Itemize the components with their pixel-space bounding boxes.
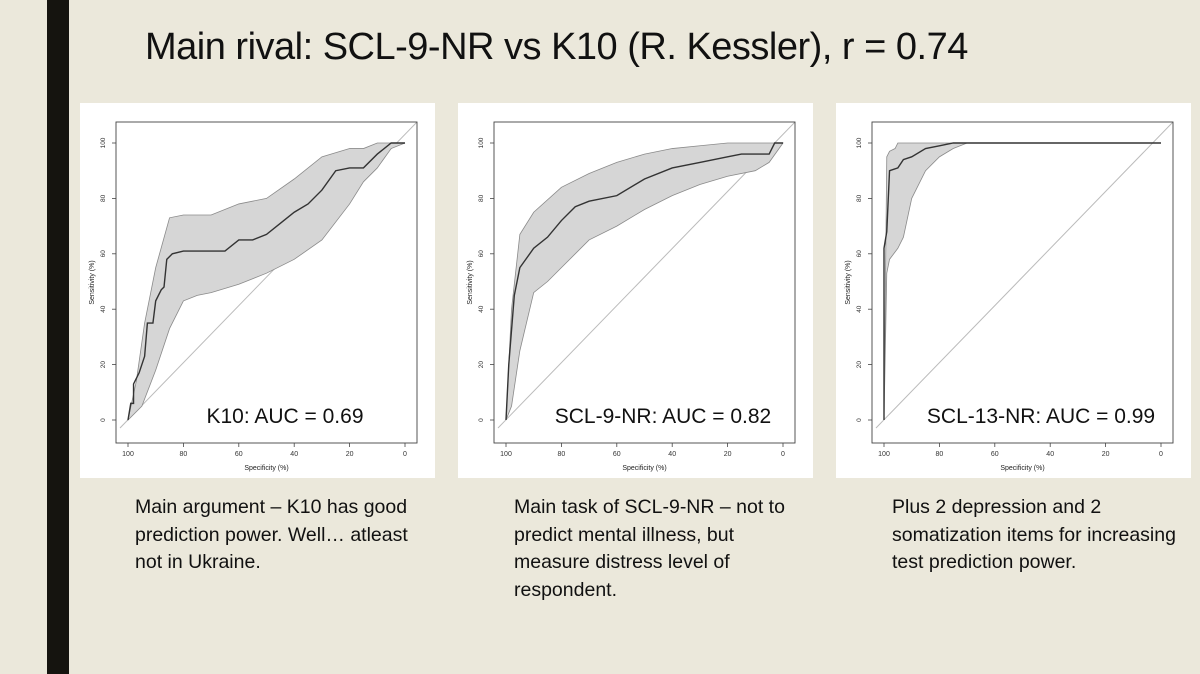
y-tick-label: 80 <box>100 194 107 202</box>
x-tick-label: 40 <box>290 451 298 458</box>
y-tick-label: 100 <box>100 137 107 148</box>
roc-curve-line <box>127 142 405 421</box>
y-axis-label: Sensitivity (%) <box>845 260 852 304</box>
caption-k10: Main argument – K10 has good prediction … <box>135 496 408 573</box>
roc-panel-scl9: 100 80 60 40 20 0 0 20 40 60 80 100 Specificity (%) S… <box>458 103 813 478</box>
chance-diagonal-line <box>875 122 1173 429</box>
x-axis-label: Specificity (%) <box>1000 465 1044 472</box>
x-tick-label: 40 <box>668 451 676 458</box>
plot-frame <box>871 121 1174 444</box>
caption-scl13: Plus 2 depression and 2 somatization ite… <box>892 496 1176 573</box>
auc-label: K10: AUC = 0.69 <box>206 405 363 428</box>
x-tick-label: 0 <box>1159 451 1163 458</box>
y-tick-label: 20 <box>856 361 863 369</box>
ci-band <box>883 142 1161 421</box>
ci-band <box>505 142 784 421</box>
roc-panel-k10: 100 80 60 40 20 0 0 20 40 60 80 100 Specificity (%) S… <box>80 103 435 478</box>
auc-label: SCL-9-NR: AUC = 0.82 <box>555 405 772 428</box>
roc-curve-line <box>883 142 1161 420</box>
y-tick-label: 20 <box>100 361 107 369</box>
x-axis-label: Specificity (%) <box>244 465 288 472</box>
x-tick-label: 60 <box>235 451 243 458</box>
auc-label: SCL-13-NR: AUC = 0.99 <box>927 405 1155 428</box>
x-tick-label: 80 <box>180 451 188 458</box>
x-tick-label: 100 <box>122 451 134 458</box>
x-axis-label: Specificity (%) <box>622 465 666 472</box>
y-tick-label: 80 <box>478 194 485 202</box>
y-tick-label: 0 <box>100 418 107 422</box>
y-tick-label: 0 <box>478 418 485 422</box>
x-tick-label: 0 <box>403 451 407 458</box>
y-tick-label: 40 <box>478 305 485 313</box>
x-tick-label: 60 <box>991 451 999 458</box>
x-tick-label: 0 <box>781 451 785 458</box>
y-tick-label: 60 <box>478 250 485 258</box>
left-accent-bar <box>47 0 69 674</box>
y-tick-label: 40 <box>856 305 863 313</box>
y-tick-label: 40 <box>100 305 107 313</box>
x-tick-label: 100 <box>878 451 890 458</box>
roc-chart-scl13: 100 80 60 40 20 0 0 20 40 60 80 100 Specificity (%) S… <box>845 121 1174 472</box>
roc-chart-scl9: 100 80 60 40 20 0 0 20 40 60 80 100 Specificity (%) S… <box>467 121 796 472</box>
x-tick-label: 20 <box>724 451 732 458</box>
y-tick-label: 60 <box>856 250 863 258</box>
y-axis-label: Sensitivity (%) <box>89 260 96 304</box>
roc-panel-scl13: 100 80 60 40 20 0 0 20 40 60 80 100 Specificity (%) S… <box>836 103 1191 478</box>
roc-chart-k10: 100 80 60 40 20 0 0 20 40 60 80 100 Specificity (%) S… <box>89 121 418 472</box>
y-tick-label: 100 <box>856 137 863 148</box>
x-tick-label: 80 <box>558 451 566 458</box>
plot-frame <box>115 121 418 444</box>
y-tick-label: 100 <box>478 137 485 148</box>
x-tick-label: 80 <box>936 451 944 458</box>
x-tick-label: 100 <box>500 451 512 458</box>
x-tick-label: 60 <box>613 451 621 458</box>
x-tick-label: 20 <box>1102 451 1110 458</box>
y-tick-label: 0 <box>856 418 863 422</box>
y-axis-label: Sensitivity (%) <box>467 260 474 304</box>
y-tick-label: 80 <box>856 194 863 202</box>
roc-curve-line <box>505 142 783 421</box>
ci-band <box>127 142 406 422</box>
y-tick-label: 20 <box>478 361 485 369</box>
x-tick-label: 40 <box>1046 451 1054 458</box>
y-tick-label: 60 <box>100 250 107 258</box>
caption-scl9: Main task of SCL-9-NR – not to predict m… <box>514 496 785 601</box>
slide-title: Main rival: SCL-9-NR vs K10 (R. Kessler)… <box>145 26 968 68</box>
x-tick-label: 20 <box>346 451 354 458</box>
plot-frame <box>493 121 796 444</box>
